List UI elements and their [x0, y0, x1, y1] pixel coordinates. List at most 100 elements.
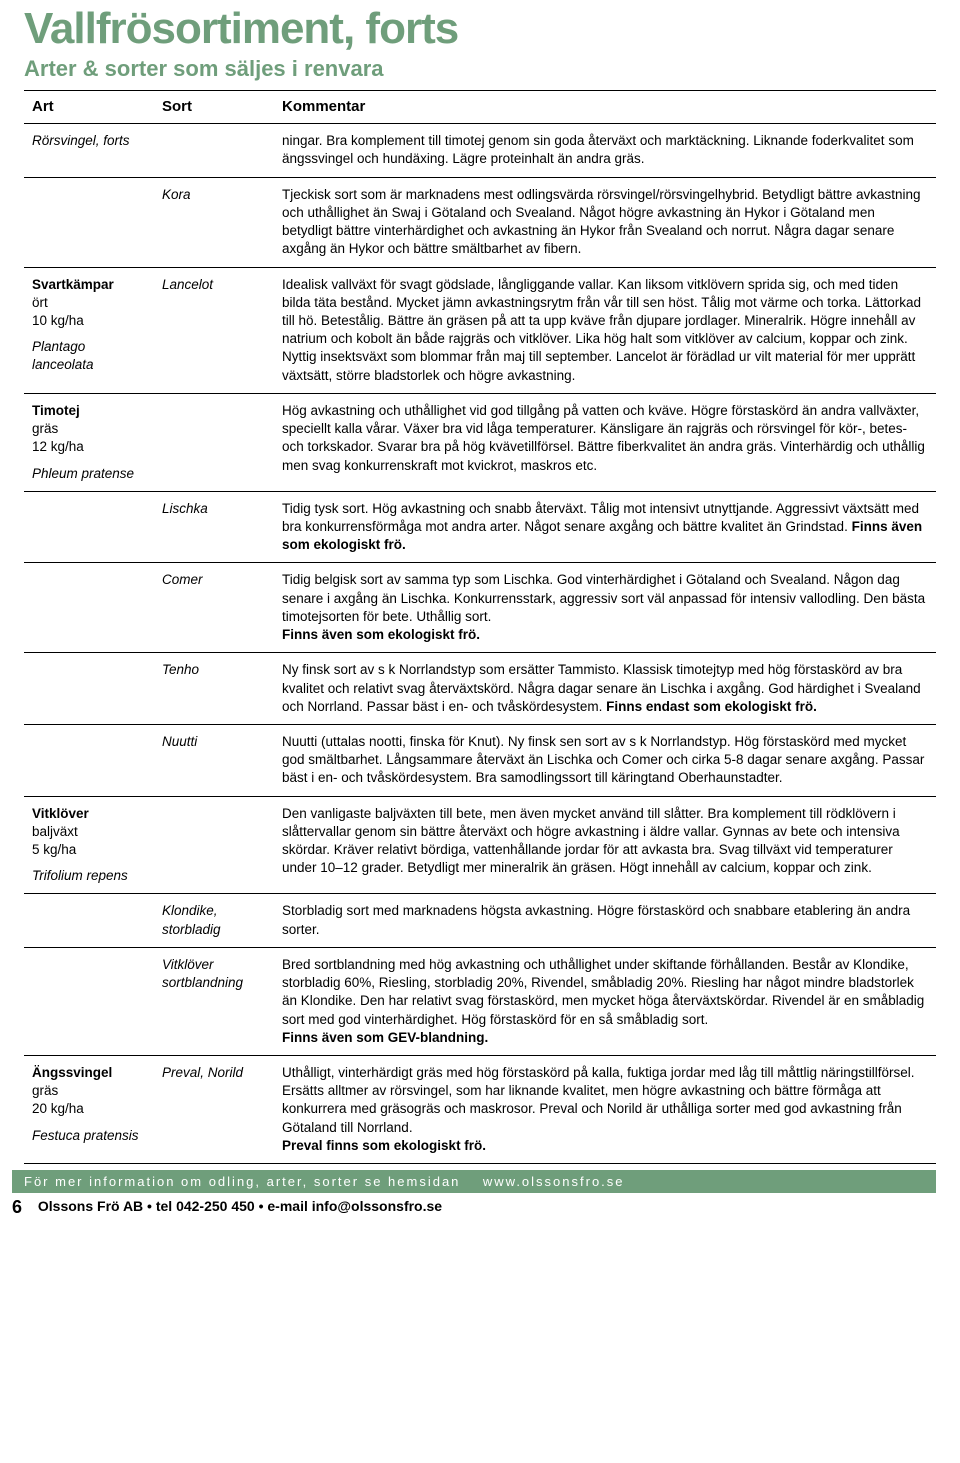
sort-name: Preval, Norild: [162, 1065, 243, 1080]
sort-cell: Kora: [154, 177, 274, 267]
comment-bold: Finns även som ekologiskt frö.: [282, 627, 480, 642]
art-name: Ängssvingel: [32, 1064, 146, 1082]
page-title: Vallfrösortiment, forts: [24, 4, 936, 54]
comment-cell: Den vanligaste baljväxten till bete, men…: [274, 796, 936, 894]
comment-text: Ny finsk sort av s k Norrlandstyp som er…: [282, 662, 921, 713]
art-rate: 10 kg/ha: [32, 312, 146, 330]
table-row: Lischka Tidig tysk sort. Hög avkastning o…: [24, 491, 936, 563]
comment-bold: Finns endast som ekologiskt frö.: [606, 699, 817, 714]
comment-text: Storbladig sort med marknadens högsta av…: [282, 903, 910, 936]
table-row: Nuutti Nuutti (uttalas nootti, finska för…: [24, 724, 936, 796]
comment-text: ningar. Bra komplement till timotej geno…: [282, 133, 914, 166]
table-row: Vitklöverbaljväxt5 kg/ha Trifolium repens…: [24, 796, 936, 894]
col-header-sort: Sort: [154, 91, 274, 124]
table-row: Kora Tjeckisk sort som är marknadens mest…: [24, 177, 936, 267]
art-cell: [24, 177, 154, 267]
comment-text: Tidig tysk sort. Hög avkastning och snab…: [282, 501, 919, 534]
art-cell: Timotejgräs12 kg/ha Phleum pratense: [24, 393, 154, 491]
comment-cell: Tidig tysk sort. Hög avkastning och snab…: [274, 491, 936, 563]
art-rate: 20 kg/ha: [32, 1100, 146, 1118]
table-row: Timotejgräs12 kg/ha Phleum pratense Hög av…: [24, 393, 936, 491]
comment-cell: Tidig belgisk sort av samma typ som Lisc…: [274, 563, 936, 653]
art-name: Vitklöver: [32, 805, 146, 823]
art-latin: Trifolium repens: [32, 867, 146, 885]
sort-name: Lischka: [162, 501, 208, 516]
art-name: Rörsvingel, forts: [32, 132, 146, 150]
footer-company: Olssons Frö AB • tel 042-250 450 • e-mai…: [38, 1198, 442, 1214]
comment-cell: Idealisk vallväxt för svagt gödslade, lå…: [274, 267, 936, 393]
footer-bar: För mer information om odling, arter, so…: [12, 1170, 936, 1193]
art-type: gräs: [32, 420, 146, 438]
art-rate: 12 kg/ha: [32, 438, 146, 456]
art-cell: Ängssvingelgräs20 kg/ha Festuca pratensis: [24, 1056, 154, 1164]
art-cell: Svartkämparört10 kg/ha Plantago lanceolat…: [24, 267, 154, 393]
table-row: Vitklöver sortblandning Bred sortblandnin…: [24, 947, 936, 1055]
art-latin: Festuca pratensis: [32, 1127, 146, 1145]
sort-name: Nuutti: [162, 734, 197, 749]
col-header-kommentar: Kommentar: [274, 91, 936, 124]
sort-cell: Klondike, storbladig: [154, 894, 274, 947]
sort-cell: [154, 393, 274, 491]
art-cell: [24, 491, 154, 563]
comment-text: Tjeckisk sort som är marknadens mest odl…: [282, 187, 921, 257]
varieties-table: Art Sort Kommentar Rörsvingel, forts ning…: [24, 90, 936, 1164]
sort-name: Vitklöver sortblandning: [162, 957, 243, 990]
table-row: Tenho Ny finsk sort av s k Norrlandstyp s…: [24, 653, 936, 725]
art-cell: [24, 563, 154, 653]
sort-name: Tenho: [162, 662, 199, 677]
art-cell: [24, 653, 154, 725]
sort-name: Comer: [162, 572, 203, 587]
footer-bar-text: För mer information om odling, arter, so…: [24, 1174, 460, 1189]
art-name: Svartkämpar: [32, 276, 146, 294]
sort-cell: Comer: [154, 563, 274, 653]
comment-text: Hög avkastning och uthållighet vid god t…: [282, 403, 925, 473]
comment-text: Uthålligt, vinterhärdigt gräs med hög fö…: [282, 1065, 915, 1135]
col-header-art: Art: [24, 91, 154, 124]
art-cell: Rörsvingel, forts: [24, 124, 154, 177]
comment-text: Bred sortblandning med hög avkastning oc…: [282, 957, 924, 1027]
comment-cell: Uthålligt, vinterhärdigt gräs med hög fö…: [274, 1056, 936, 1164]
comment-text: Den vanligaste baljväxten till bete, men…: [282, 806, 900, 876]
art-cell: [24, 947, 154, 1055]
sort-cell: Lischka: [154, 491, 274, 563]
sort-name: Klondike, storbladig: [162, 903, 221, 936]
table-row: Rörsvingel, forts ningar. Bra komplement …: [24, 124, 936, 177]
footer-bar-url: www.olssonsfro.se: [483, 1174, 625, 1189]
sort-cell: Vitklöver sortblandning: [154, 947, 274, 1055]
table-row: Svartkämparört10 kg/ha Plantago lanceolat…: [24, 267, 936, 393]
sort-cell: [154, 124, 274, 177]
comment-cell: Bred sortblandning med hög avkastning oc…: [274, 947, 936, 1055]
comment-cell: Tjeckisk sort som är marknadens mest odl…: [274, 177, 936, 267]
page-subtitle: Arter & sorter som säljes i renvara: [24, 56, 936, 82]
art-type: baljväxt: [32, 823, 146, 841]
art-rate: 5 kg/ha: [32, 841, 146, 859]
comment-cell: Storbladig sort med marknadens högsta av…: [274, 894, 936, 947]
art-cell: Vitklöverbaljväxt5 kg/ha Trifolium repens: [24, 796, 154, 894]
page-number: 6: [12, 1197, 34, 1218]
comment-text: Idealisk vallväxt för svagt gödslade, lå…: [282, 277, 921, 383]
sort-cell: Nuutti: [154, 724, 274, 796]
sort-name: Kora: [162, 187, 191, 202]
comment-text: Nuutti (uttalas nootti, finska för Knut)…: [282, 734, 924, 785]
table-row: Comer Tidig belgisk sort av samma typ som…: [24, 563, 936, 653]
art-type: gräs: [32, 1082, 146, 1100]
sort-cell: Lancelot: [154, 267, 274, 393]
art-latin: Phleum pratense: [32, 465, 146, 483]
sort-name: Lancelot: [162, 277, 213, 292]
comment-cell: Ny finsk sort av s k Norrlandstyp som er…: [274, 653, 936, 725]
table-row: Klondike, storbladig Storbladig sort med …: [24, 894, 936, 947]
comment-cell: Hög avkastning och uthållighet vid god t…: [274, 393, 936, 491]
art-cell: [24, 724, 154, 796]
art-latin: Plantago lanceolata: [32, 338, 146, 374]
comment-cell: ningar. Bra komplement till timotej geno…: [274, 124, 936, 177]
sort-cell: Tenho: [154, 653, 274, 725]
sort-cell: Preval, Norild: [154, 1056, 274, 1164]
comment-bold: Finns även som GEV-blandning.: [282, 1030, 488, 1045]
sort-cell: [154, 796, 274, 894]
art-name: Timotej: [32, 402, 146, 420]
comment-text: Tidig belgisk sort av samma typ som Lisc…: [282, 572, 925, 623]
art-type: ört: [32, 294, 146, 312]
table-row: Ängssvingelgräs20 kg/ha Festuca pratensis…: [24, 1056, 936, 1164]
comment-cell: Nuutti (uttalas nootti, finska för Knut)…: [274, 724, 936, 796]
comment-bold: Preval finns som ekologiskt frö.: [282, 1138, 486, 1153]
